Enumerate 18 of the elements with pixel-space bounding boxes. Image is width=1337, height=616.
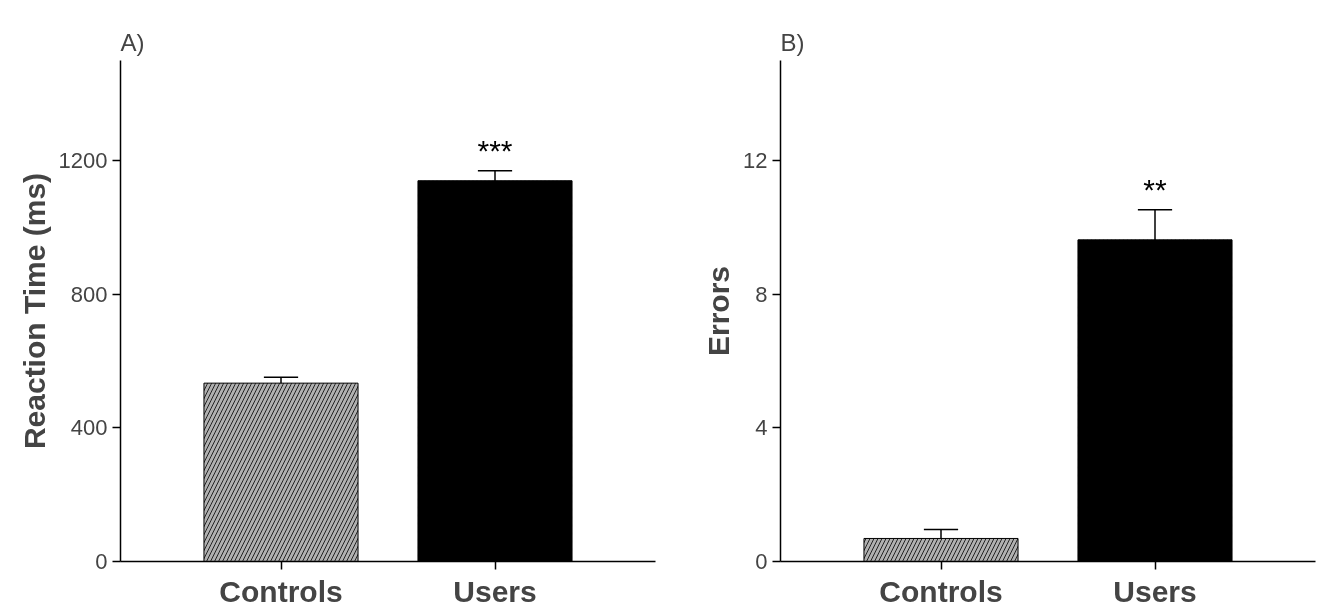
- chart-title: A): [120, 28, 145, 56]
- x-tick-label: Controls: [219, 574, 343, 608]
- y-tick-label: 400: [70, 415, 108, 441]
- y-tick-label: 0: [95, 549, 108, 574]
- chart-title: B): [780, 28, 805, 56]
- y-tick-label: 4: [755, 415, 768, 441]
- y-tick-label: 800: [70, 281, 108, 307]
- x-tick-label: Users: [1113, 574, 1197, 608]
- y-tick-label: 12: [743, 148, 768, 174]
- annotation: ***: [477, 133, 513, 167]
- y-tick-label: 0: [755, 549, 768, 574]
- y-axis-title: Reaction Time (ms): [17, 172, 51, 450]
- annotation: **: [1143, 172, 1167, 206]
- y-tick-label: 8: [755, 281, 768, 307]
- x-tick-label: Controls: [879, 574, 1003, 608]
- y-axis-title: Errors: [702, 265, 736, 357]
- x-tick-label: Users: [453, 574, 537, 608]
- y-tick-label: 1200: [58, 148, 108, 174]
